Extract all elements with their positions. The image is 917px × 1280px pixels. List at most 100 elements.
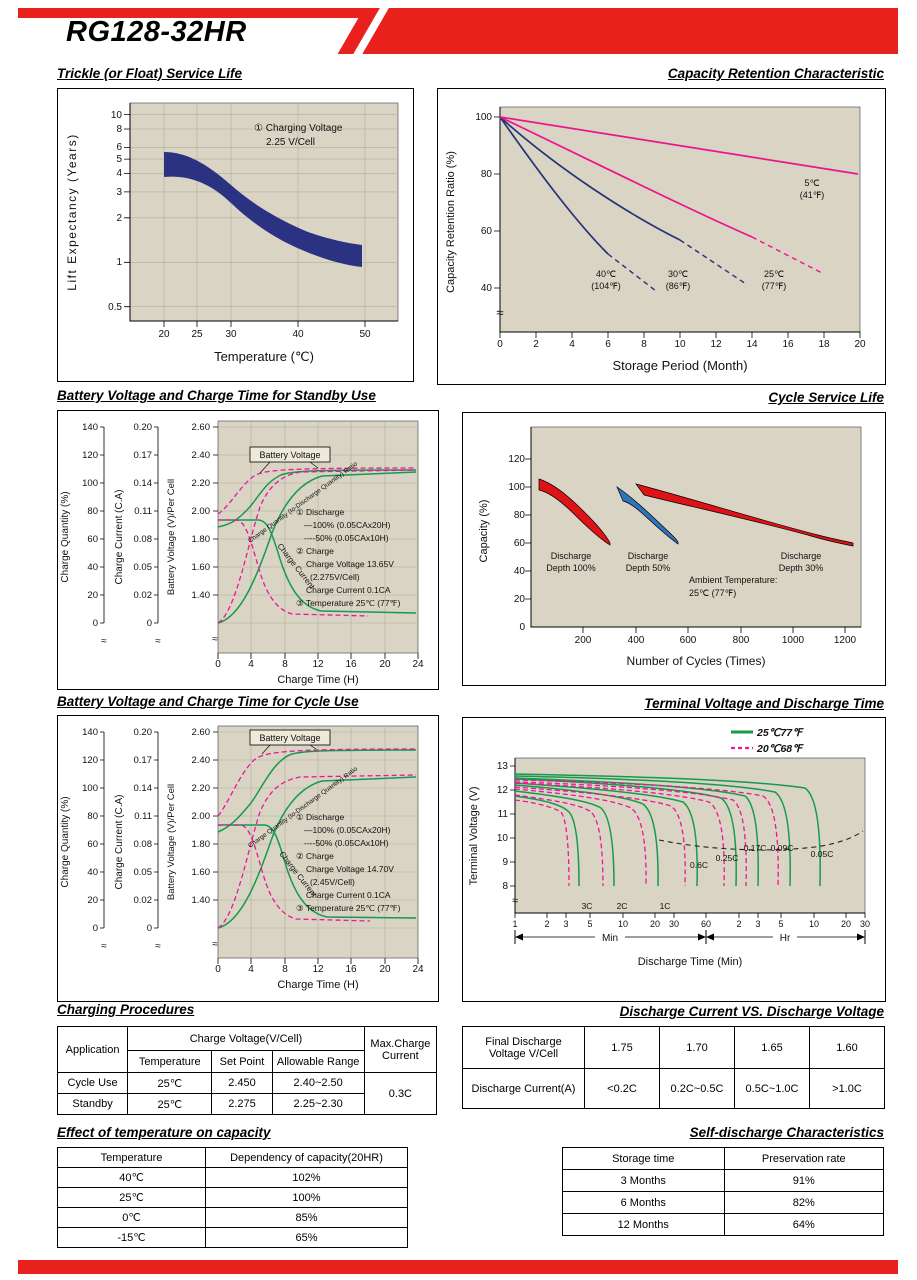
- storage-time-cell: 3 Months: [562, 1169, 725, 1192]
- discharge-depth-100-band: [538, 478, 611, 546]
- tick-label: Depth 30%: [779, 563, 824, 573]
- tick-label: (2.275V/Cell): [310, 572, 360, 582]
- rate-labels: 3C 2C 1C 0.6C 0.25C 0.17C 0.09C 0.05C: [582, 843, 834, 911]
- tick-label: 1: [512, 919, 517, 929]
- section-title-discharge: Discharge Current VS. Discharge Voltage: [619, 1004, 884, 1019]
- tick-label: 1.80: [192, 534, 211, 545]
- temperature-cell: 0℃: [57, 1207, 206, 1228]
- voltage-cell: 1.60: [809, 1026, 885, 1069]
- preservation-rate-header: Preservation rate: [723, 1147, 884, 1170]
- tick-label: 20: [854, 339, 866, 350]
- tick-label: 20: [841, 919, 851, 929]
- final-voltage-header-cell: Final Discharge Voltage V/Cell: [462, 1026, 585, 1069]
- tick-label: 1.60: [192, 867, 211, 878]
- trickle-service-life-panel: 10 8 6 5 4 3 2 1 0.5 20 25 30 40 50 ① Charging Volta…: [57, 88, 414, 382]
- axis-break: ≈: [101, 636, 107, 647]
- discharge-curve-3c: [514, 795, 580, 887]
- tick-label: 2: [533, 339, 539, 350]
- plot-area: [530, 426, 862, 628]
- temperature-cell: 25℃: [57, 1187, 206, 1208]
- label-depth-50: Discharge Depth 50%: [626, 551, 671, 573]
- battery-voltage-label-box: [249, 446, 331, 463]
- axis-break: ≈: [155, 941, 161, 952]
- discharge-curve-009c: [514, 775, 791, 887]
- tick-label: (77℉): [762, 281, 787, 291]
- discharge-curve-2c-20c: [514, 794, 604, 887]
- tick-label: 8: [502, 881, 508, 892]
- tick-label: 12: [497, 785, 509, 796]
- test-conditions: ① Discharge —100% (0.05CAx20H) ----50% (0.…: [296, 507, 401, 608]
- tick-label: 1.80: [192, 839, 211, 850]
- tick-label: 8: [282, 964, 288, 975]
- table-row: -15℃ 65%: [57, 1227, 408, 1248]
- tick-label: 60: [481, 226, 493, 237]
- tick-label: 0.17C: [744, 843, 767, 853]
- x-axis-label: Storage Period (Month): [612, 358, 747, 373]
- temp-capacity-table: Temperature Dependency of capacity(20HR)…: [57, 1147, 408, 1248]
- tick-label: 18: [818, 339, 830, 350]
- tick-label: 2.00: [192, 506, 211, 517]
- charge-current-curve-pink: [218, 519, 369, 617]
- x-axis-label: Charge Time (H): [277, 979, 358, 991]
- tick-label: 9: [502, 857, 508, 868]
- tick-label: 2.60: [192, 727, 211, 738]
- tick-label: 4: [569, 339, 575, 350]
- tick-label: 0: [519, 622, 525, 633]
- tick-label: 8: [116, 124, 122, 135]
- tick-label: 600: [680, 635, 697, 646]
- tick-label: 16: [345, 964, 357, 975]
- tick-label: 40: [87, 562, 98, 573]
- tick-label: 24: [412, 964, 424, 975]
- tick-label: 1C: [660, 901, 671, 911]
- final-voltage-line1: Final Discharge: [485, 1035, 562, 1048]
- table-row: Standby 25℃ 2.275 2.25~2.30: [56, 1093, 437, 1115]
- tick-label: 10: [618, 919, 628, 929]
- tick-label: 25℃ (77℉): [689, 588, 736, 598]
- capacity-cell: 65%: [205, 1227, 408, 1248]
- tick-label: 0.25C: [716, 853, 739, 863]
- temperature-subheader: Temperature: [127, 1050, 213, 1073]
- charge-current-ticks: 0.20 0.17 0.14 0.11 0.08 0.05 0.02 0: [134, 422, 153, 629]
- tick-label: 0: [147, 923, 152, 934]
- x-axis-label: Charge Time (H): [277, 674, 358, 686]
- test-conditions: ① Discharge —100% (0.05CAx20H) ----50% (0.…: [296, 812, 401, 913]
- tick-label: ② Charge: [296, 851, 334, 861]
- table-row: 3 Months 91%: [562, 1169, 884, 1192]
- grid-lines: [218, 421, 418, 653]
- tick-label: 0: [93, 923, 98, 934]
- tick-label: ② Charge: [296, 546, 334, 556]
- x-tick-labels: 200 400 600 800 1000 1200: [575, 635, 857, 646]
- tick-label: 11: [498, 809, 509, 820]
- tick-marks: [525, 458, 846, 633]
- tick-label: 20: [514, 594, 526, 605]
- axis-break: ≈: [101, 941, 107, 952]
- voltage-cell: 1.75: [584, 1026, 660, 1069]
- x-tick-labels-min: 1 2 3 5 10 20 30 60: [512, 919, 711, 929]
- charge-current-curve-green: [218, 824, 417, 919]
- x-tick-labels: 0 4 8 12 16 20 24: [215, 964, 424, 975]
- battery-voltage-curve-pink: [217, 748, 417, 817]
- tick-label: ③ Temperature 25℃ (77℉): [296, 903, 401, 913]
- section-title-charging-procedures: Charging Procedures: [57, 1002, 195, 1017]
- tick-label: 0: [93, 618, 98, 629]
- table-row: 6 Months 82%: [562, 1191, 884, 1214]
- tick-label: ① Discharge: [296, 507, 345, 517]
- tick-label: 0.5: [108, 302, 122, 313]
- table-row: Final Discharge Voltage V/Cell 1.75 1.70 …: [462, 1026, 885, 1069]
- retention-25c-dashed: [751, 236, 823, 274]
- tick-label: 80: [87, 506, 98, 517]
- tick-label: 0.09C: [771, 843, 794, 853]
- tick-label: 30: [669, 919, 679, 929]
- label-25c: 25℃ (77℉): [762, 269, 787, 291]
- tick-label: 120: [82, 755, 98, 766]
- arrowhead: [698, 933, 706, 941]
- tick-label: 100: [508, 482, 525, 493]
- tick-label: (86℉): [666, 281, 691, 291]
- tick-label: 10: [674, 339, 686, 350]
- discharge-depth-50-band: [616, 486, 679, 545]
- discharge-curve-017c: [514, 777, 759, 887]
- tick-label: 20: [158, 329, 170, 340]
- battery-voltage-label: Battery Voltage: [259, 450, 320, 460]
- cycle-service-life-panel: 120 100 80 60 40 20 0 200 400 600 800 1000 1200 Dis…: [462, 412, 886, 686]
- tick-label: 60: [87, 839, 98, 850]
